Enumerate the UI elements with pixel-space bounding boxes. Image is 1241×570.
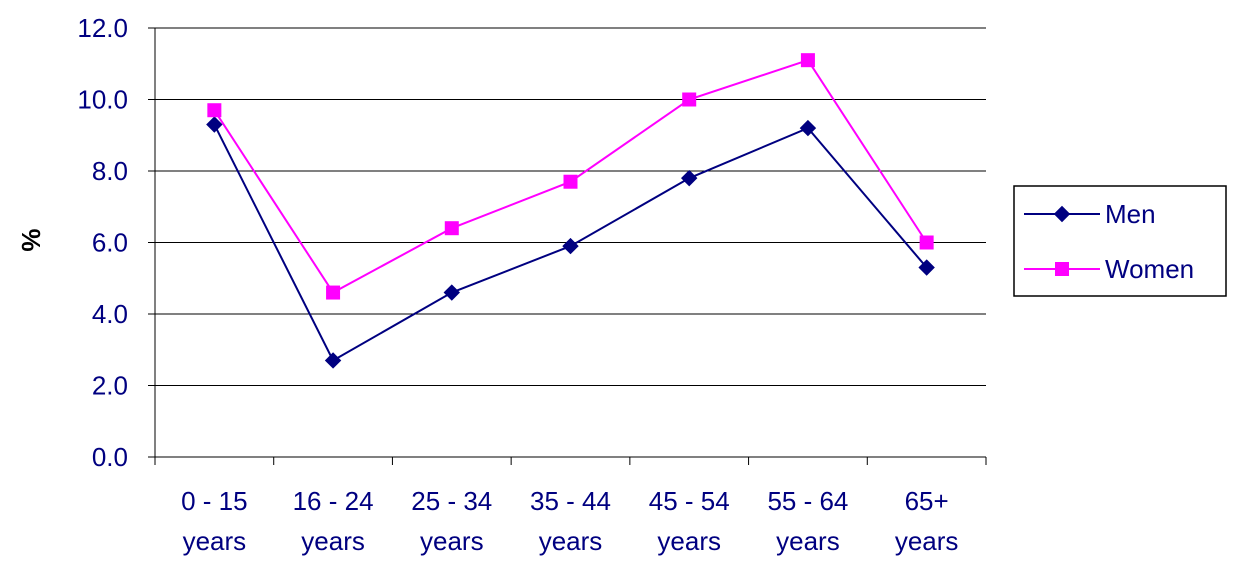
y-axis-label: % [16, 228, 46, 251]
y-tick-label: 2.0 [92, 371, 128, 401]
data-point-men [799, 119, 817, 137]
x-tick-label-line: 55 - 64 [767, 486, 848, 516]
x-tick-label: 45 - 54 years [649, 486, 730, 556]
gridlines [155, 27, 986, 386]
y-tick-label: 12.0 [77, 13, 128, 43]
x-tick-label-line: years [420, 526, 484, 556]
x-tick-label-line: 25 - 34 [411, 486, 492, 516]
legend: Men Women [1013, 185, 1227, 297]
data-point-women [682, 92, 697, 107]
data-point-women [207, 103, 222, 118]
data-point-men [324, 352, 342, 369]
data-point-women [326, 285, 341, 300]
x-tick-label-line: years [657, 526, 721, 556]
data-point-men [443, 284, 460, 301]
x-tick-label-line: 65+ [905, 486, 949, 516]
series-group [206, 53, 935, 369]
y-tick-label: 6.0 [92, 228, 128, 258]
data-point-men [681, 169, 698, 187]
legend-label-women: Women [1105, 254, 1194, 284]
axes [148, 27, 987, 465]
x-tick-label: 25 - 34 years [411, 486, 492, 556]
x-tick-label: 16 - 24 years [293, 486, 374, 556]
y-tick-label: 8.0 [92, 156, 128, 186]
legend-marker-men [1053, 205, 1071, 223]
data-point-women [444, 221, 459, 236]
data-point-men [918, 259, 935, 276]
y-tick-labels: 0.0 2.0 4.0 6.0 8.0 10.0 12.0 [77, 13, 128, 472]
x-tick-label: 55 - 64 years [767, 486, 848, 556]
legend-label-men: Men [1105, 199, 1156, 229]
x-tick-label-line: years [539, 526, 603, 556]
x-tick-label-line: years [183, 526, 247, 556]
x-tick-label-line: 35 - 44 [530, 486, 611, 516]
data-point-women [800, 53, 815, 68]
data-point-men [562, 237, 579, 255]
x-tick-label-line: 0 - 15 [181, 486, 248, 516]
x-tick-label-line: years [895, 526, 959, 556]
data-point-women [563, 174, 578, 189]
x-tick-label-line: 45 - 54 [649, 486, 730, 516]
y-tick-label: 4.0 [92, 299, 128, 329]
x-tick-label: 35 - 44 years [530, 486, 611, 556]
legend-marker-women [1055, 262, 1069, 276]
x-tick-label-line: 16 - 24 [293, 486, 374, 516]
x-tick-label: 65+ years [895, 486, 959, 556]
legend-box [1013, 185, 1227, 297]
y-tick-label: 0.0 [92, 442, 128, 472]
x-tick-label-line: years [301, 526, 365, 556]
y-tick-label: 10.0 [77, 85, 128, 115]
data-point-men [206, 116, 223, 133]
x-tick-label-line: years [776, 526, 840, 556]
data-point-women [919, 235, 934, 250]
x-tick-label: 0 - 15 years [181, 486, 248, 556]
